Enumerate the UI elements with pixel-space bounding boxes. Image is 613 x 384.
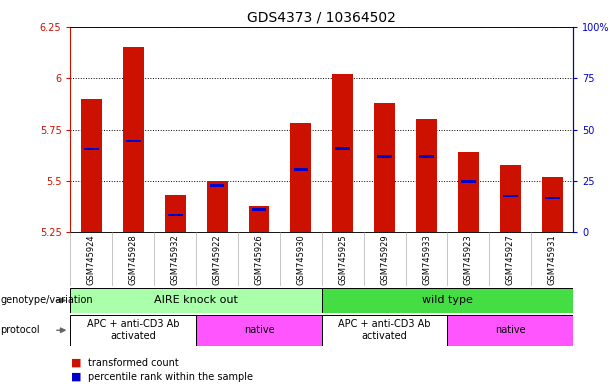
Bar [252,208,266,210]
Text: genotype/variation: genotype/variation [1,295,93,306]
Text: APC + anti-CD3 Ab
activated: APC + anti-CD3 Ab activated [338,319,431,341]
Bar [123,47,144,232]
Text: GSM745926: GSM745926 [254,234,264,285]
Bar [322,315,447,346]
Bar [374,103,395,232]
Text: GSM745930: GSM745930 [296,234,305,285]
Text: protocol: protocol [1,325,40,335]
Bar [70,288,322,313]
Text: APC + anti-CD3 Ab
activated: APC + anti-CD3 Ab activated [87,319,180,341]
Bar [168,214,183,216]
Bar [294,169,308,171]
Text: GSM745932: GSM745932 [170,234,180,285]
Bar [291,123,311,232]
Text: ■: ■ [70,372,81,382]
Text: transformed count: transformed count [88,358,178,368]
Bar [210,184,224,187]
Text: GSM745924: GSM745924 [87,234,96,285]
Bar [207,181,227,232]
Bar [500,164,521,232]
Text: native: native [244,325,274,335]
Text: GSM745923: GSM745923 [464,234,473,285]
Text: ■: ■ [70,358,81,368]
Bar [458,152,479,232]
Bar [70,315,196,346]
Bar [196,315,322,346]
Bar [419,155,434,157]
Bar [81,99,102,232]
Bar [378,156,392,158]
Text: GSM745929: GSM745929 [380,234,389,285]
Title: GDS4373 / 10364502: GDS4373 / 10364502 [248,10,396,24]
Bar [332,74,353,232]
Bar [84,148,99,151]
Bar [322,288,573,313]
Text: wild type: wild type [422,295,473,306]
Text: GSM745933: GSM745933 [422,234,431,285]
Text: AIRE knock out: AIRE knock out [154,295,238,306]
Bar [542,177,563,232]
Bar [165,195,186,232]
Text: GSM745928: GSM745928 [129,234,138,285]
Text: GSM745922: GSM745922 [213,234,222,285]
Text: GSM745927: GSM745927 [506,234,515,285]
Bar [503,195,517,197]
Bar [545,197,560,199]
Bar [248,205,270,232]
Text: native: native [495,325,525,335]
Bar [461,180,476,183]
Text: percentile rank within the sample: percentile rank within the sample [88,372,253,382]
Bar [416,119,437,232]
Text: GSM745931: GSM745931 [547,234,557,285]
Bar [126,140,140,142]
Bar [447,315,573,346]
Bar [335,147,350,150]
Text: GSM745925: GSM745925 [338,234,348,285]
